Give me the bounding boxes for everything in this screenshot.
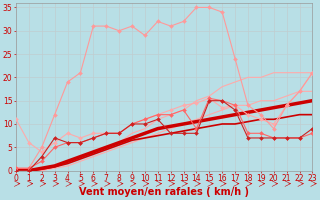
X-axis label: Vent moyen/en rafales ( km/h ): Vent moyen/en rafales ( km/h )	[79, 187, 249, 197]
